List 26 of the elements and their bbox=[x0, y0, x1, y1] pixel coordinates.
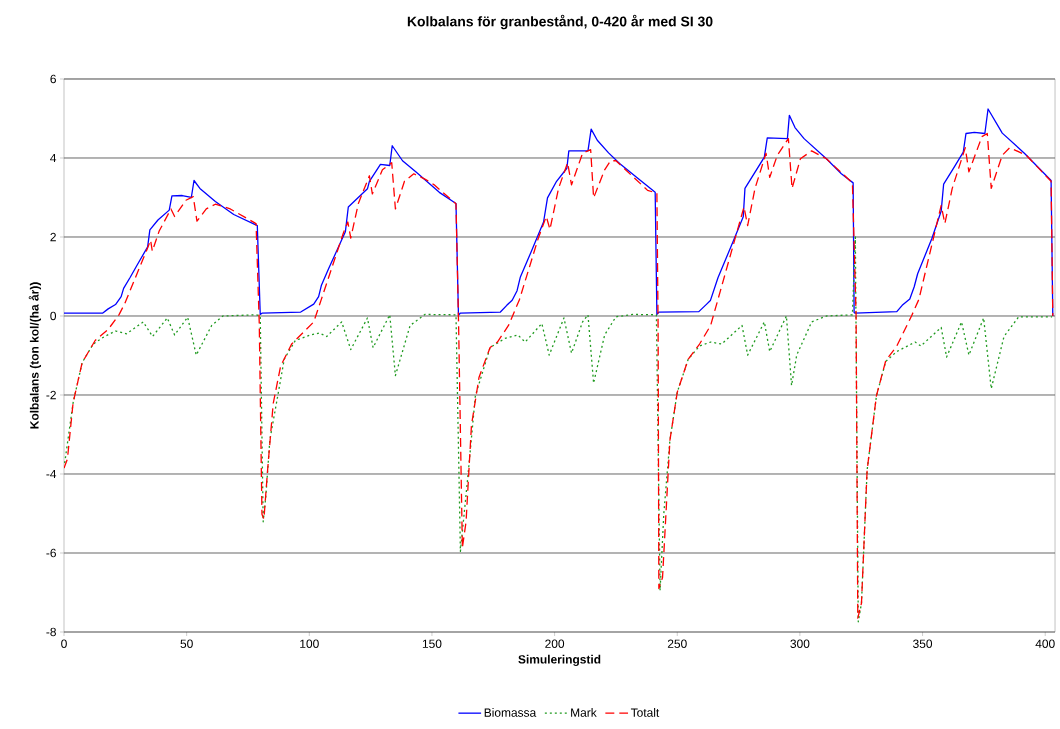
y-tick-label: 2 bbox=[50, 232, 56, 242]
x-tick-label: 300 bbox=[790, 639, 810, 648]
x-tick-label: 400 bbox=[1035, 639, 1055, 648]
line-series bbox=[64, 236, 1053, 623]
y-tick-label: -2 bbox=[46, 390, 56, 400]
x-tick-label: 200 bbox=[545, 639, 565, 648]
y-tick-label: 4 bbox=[50, 153, 57, 163]
legend-label: Mark bbox=[571, 708, 597, 717]
y-tick-label: -8 bbox=[46, 627, 56, 637]
line-series bbox=[64, 132, 1054, 619]
x-tick-label: 100 bbox=[300, 639, 319, 648]
x-tick-label: 0 bbox=[61, 639, 67, 648]
y-axis-title: Kolbalans (ton kol/(ha år)) bbox=[28, 282, 42, 429]
y-tick-label: -6 bbox=[46, 548, 56, 558]
y-tick-label: 0 bbox=[50, 311, 57, 321]
chart-title: Kolbalans för granbestånd, 0-420 år med SI 30 bbox=[407, 14, 713, 30]
legend-label: Biomassa bbox=[484, 708, 537, 717]
x-tick-label: 250 bbox=[667, 639, 687, 648]
legend-label: Totalt bbox=[630, 708, 660, 717]
x-axis-title: Simuleringstid bbox=[518, 654, 601, 667]
line-series bbox=[64, 108, 1054, 317]
x-tick-label: 50 bbox=[180, 639, 193, 648]
x-tick-label: 350 bbox=[913, 639, 933, 648]
y-tick-label: -4 bbox=[46, 469, 57, 479]
y-tick-label: 6 bbox=[50, 74, 56, 84]
x-tick-label: 150 bbox=[422, 639, 442, 648]
